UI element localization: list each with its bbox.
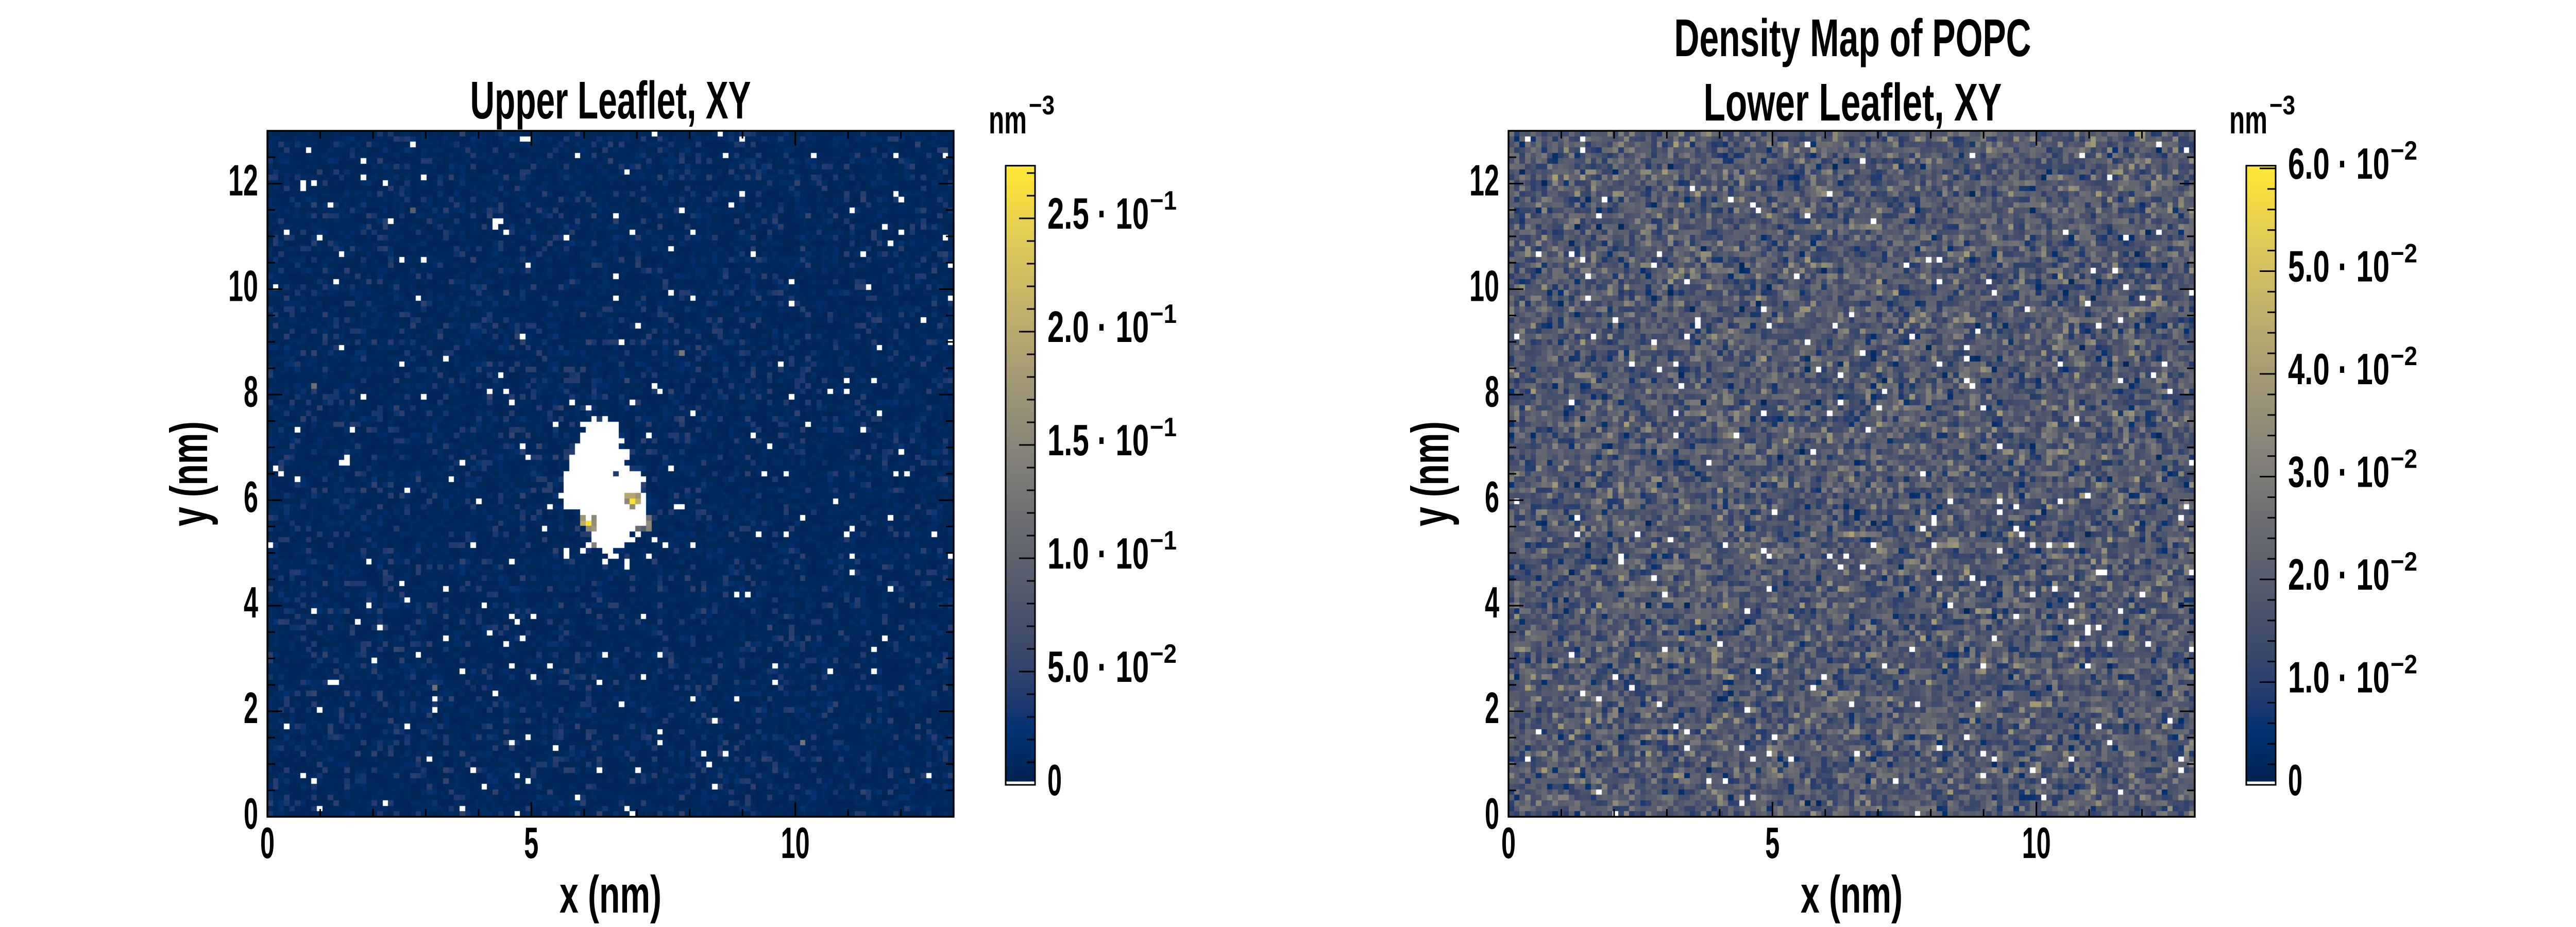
svg-text:0: 0 (1501, 819, 1516, 868)
svg-text:5.0 · 10: 5.0 · 10 (2288, 243, 2389, 291)
svg-text:Density Map of POPC: Density Map of POPC (1674, 8, 2031, 67)
svg-text:2.5 · 10: 2.5 · 10 (1047, 190, 1149, 238)
svg-text:5.0 · 10: 5.0 · 10 (1047, 643, 1149, 692)
svg-text:y (nm): y (nm) (160, 421, 218, 526)
svg-text:−2: −2 (2391, 444, 2417, 474)
svg-text:−3: −3 (2269, 91, 2295, 121)
svg-text:10: 10 (781, 819, 810, 868)
svg-text:5: 5 (524, 819, 538, 868)
svg-text:4.0 · 10: 4.0 · 10 (2288, 345, 2389, 394)
svg-text:−1: −1 (1150, 299, 1177, 329)
svg-text:−1: −1 (1150, 526, 1177, 556)
svg-text:0: 0 (1485, 789, 1499, 838)
svg-text:6: 6 (244, 473, 258, 522)
svg-text:−1: −1 (1150, 413, 1177, 442)
svg-text:10: 10 (1469, 262, 1499, 311)
svg-text:10: 10 (2022, 819, 2051, 868)
svg-text:−2: −2 (2391, 136, 2417, 166)
svg-text:8: 8 (1485, 367, 1499, 416)
svg-text:2: 2 (244, 684, 258, 733)
svg-text:Upper Leaflet, XY: Upper Leaflet, XY (470, 71, 751, 130)
svg-text:−1: −1 (1150, 186, 1177, 216)
svg-text:12: 12 (228, 156, 258, 205)
svg-text:0: 0 (1047, 756, 1062, 805)
svg-text:8: 8 (244, 367, 258, 416)
svg-text:5: 5 (1765, 819, 1780, 868)
svg-text:6.0 · 10: 6.0 · 10 (2288, 140, 2389, 188)
svg-text:1.0 · 10: 1.0 · 10 (1047, 529, 1149, 578)
svg-text:0: 0 (244, 789, 258, 838)
svg-text:12: 12 (1469, 156, 1499, 205)
svg-text:1.5 · 10: 1.5 · 10 (1047, 416, 1149, 465)
svg-text:x (nm): x (nm) (560, 865, 662, 924)
svg-text:−2: −2 (2391, 650, 2417, 680)
svg-text:2.0 · 10: 2.0 · 10 (1047, 303, 1149, 352)
svg-text:nm: nm (989, 98, 1027, 142)
svg-text:−2: −2 (2391, 547, 2417, 577)
svg-text:1.0 · 10: 1.0 · 10 (2288, 654, 2389, 702)
svg-text:nm: nm (2229, 98, 2267, 142)
svg-text:2.0 · 10: 2.0 · 10 (2288, 551, 2389, 599)
svg-text:4: 4 (244, 578, 258, 627)
svg-text:−3: −3 (1029, 91, 1055, 121)
svg-text:y (nm): y (nm) (1401, 421, 1460, 526)
svg-text:10: 10 (228, 262, 258, 311)
svg-text:−2: −2 (2391, 239, 2417, 269)
svg-text:0: 0 (260, 819, 275, 868)
svg-text:−2: −2 (1150, 639, 1177, 669)
svg-text:−2: −2 (2391, 341, 2417, 371)
svg-text:4: 4 (1485, 578, 1499, 627)
svg-text:Lower Leaflet, XY: Lower Leaflet, XY (1704, 73, 2002, 132)
svg-text:0: 0 (2288, 756, 2302, 805)
svg-text:6: 6 (1485, 473, 1499, 522)
svg-text:2: 2 (1485, 684, 1499, 733)
svg-text:3.0 · 10: 3.0 · 10 (2288, 448, 2389, 497)
svg-text:x (nm): x (nm) (1801, 865, 1903, 924)
